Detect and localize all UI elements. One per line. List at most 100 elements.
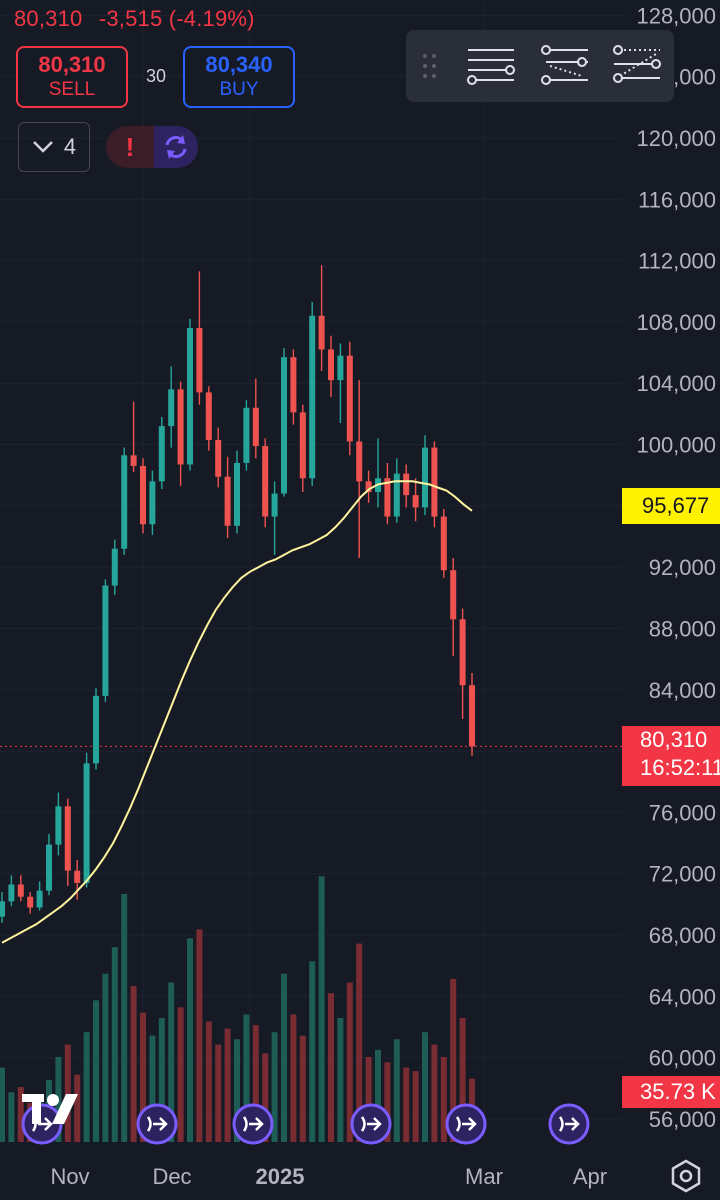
- candle-body: [158, 426, 165, 482]
- drag-handle-icon[interactable]: [420, 52, 440, 80]
- price-tick-label: 112,000: [638, 249, 716, 274]
- candle-body: [0, 901, 5, 917]
- price-tick-label: 128,000: [636, 3, 716, 28]
- drawing-toolbar[interactable]: [406, 30, 674, 102]
- candle-body: [328, 349, 334, 381]
- sell-price: 80,310: [38, 52, 106, 77]
- indicators-toggle-button[interactable]: 4: [18, 122, 90, 172]
- event-marker-glyph: [565, 1117, 580, 1131]
- event-marker-glyph: [462, 1117, 477, 1131]
- candle-body: [252, 407, 259, 447]
- candle-body: [149, 481, 156, 525]
- volume-bar: [356, 943, 363, 1142]
- volume-bar: [431, 1044, 438, 1142]
- candle-body: [224, 476, 231, 526]
- volume-bar: [111, 947, 118, 1142]
- volume-bar: [375, 1049, 381, 1142]
- volume-bar: [459, 1018, 466, 1142]
- bar-countdown: 16:52:11: [640, 755, 720, 780]
- candle-body: [196, 328, 203, 393]
- price-tick-label: 108,000: [636, 310, 716, 335]
- event-marker-icon[interactable]: [445, 1103, 487, 1145]
- price-tick-label: 84,000: [649, 678, 716, 703]
- volume-bar: [224, 1028, 231, 1142]
- candle-body: [459, 619, 466, 686]
- warning-icon[interactable]: !: [125, 131, 135, 162]
- candle-body: [64, 806, 71, 871]
- indicator-count: 4: [63, 134, 77, 159]
- sell-button[interactable]: 80,310 SELL: [16, 46, 128, 108]
- candle-body: [318, 315, 325, 350]
- event-marker-icon[interactable]: [548, 1103, 590, 1145]
- settings-icon[interactable]: [668, 1158, 704, 1194]
- time-tick-label: 2025: [256, 1164, 305, 1189]
- price-tick-label: 120,000: [636, 126, 716, 151]
- volume-bar: [271, 1032, 278, 1142]
- line-tool-icon[interactable]: [538, 42, 592, 90]
- volume-bar: [252, 1025, 259, 1142]
- price-tick-label: 100,000: [636, 433, 716, 458]
- volume-bar: [281, 973, 287, 1142]
- volume-bar: [140, 1012, 146, 1142]
- candle-body: [290, 357, 297, 413]
- candle-body: [299, 412, 306, 479]
- volume-bar: [290, 1014, 297, 1142]
- volume-bar: [74, 1074, 81, 1142]
- candle-body: [281, 357, 287, 494]
- buy-button[interactable]: 80,340 BUY: [183, 46, 295, 108]
- header-change: -3,515: [98, 6, 163, 31]
- candle-body: [422, 447, 428, 508]
- sync-icon[interactable]: [154, 126, 198, 168]
- candle-body: [130, 455, 137, 466]
- candle-body: [140, 465, 146, 525]
- price-tick-label: 68,000: [649, 923, 716, 948]
- volume-bar: [299, 1035, 306, 1142]
- time-axis[interactable]: Nov Dec 2025 Mar Apr: [50, 1164, 607, 1189]
- candle-body: [17, 884, 24, 897]
- volume-bar: [365, 1056, 372, 1142]
- price-tick-label: 72,000: [649, 862, 716, 887]
- event-marker-icon[interactable]: [350, 1103, 392, 1145]
- event-marker-icon[interactable]: [136, 1103, 178, 1145]
- candle-body: [74, 870, 81, 883]
- price-axis[interactable]: 56,00060,00064,00068,00072,00076,00080,0…: [636, 3, 716, 1132]
- volume-bar: [64, 1044, 71, 1142]
- tradingview-logo-icon[interactable]: [20, 1090, 86, 1130]
- price-tick-label: 116,000: [638, 187, 716, 212]
- event-marker-icon[interactable]: [232, 1103, 274, 1145]
- volume-tag: 35.73 K: [622, 1076, 720, 1108]
- buy-price: 80,340: [205, 52, 273, 77]
- event-markers[interactable]: [21, 1103, 590, 1145]
- volume-bar: [158, 1018, 165, 1142]
- line-tool-icon[interactable]: [464, 42, 518, 90]
- candle-body: [8, 884, 15, 902]
- volume-bar: [393, 1039, 400, 1142]
- candle-body: [403, 473, 410, 496]
- price-tick-label: 104,000: [636, 371, 716, 396]
- volume-bar: [422, 1032, 428, 1142]
- volume-bar: [262, 1053, 269, 1142]
- event-marker-glyph: [455, 1116, 461, 1132]
- candle-body: [346, 355, 353, 442]
- volume-bar: [412, 1071, 419, 1142]
- event-marker-glyph: [367, 1117, 382, 1131]
- price-tick-label: 64,000: [649, 984, 716, 1009]
- volume-bar: [83, 1032, 90, 1142]
- volume-bar: [243, 1014, 250, 1142]
- event-marker-glyph: [360, 1116, 366, 1132]
- price-tick-label: 56,000: [649, 1107, 716, 1132]
- candle-body: [111, 548, 118, 586]
- moving-average-line: [1, 480, 473, 944]
- candle-body: [215, 439, 222, 477]
- volume-bar: [17, 1087, 24, 1142]
- candlestick-series: [0, 265, 475, 923]
- time-tick-label: Nov: [50, 1164, 89, 1189]
- candle-body: [243, 407, 250, 463]
- spread-value: 30: [146, 66, 167, 86]
- line-tool-icon[interactable]: [610, 42, 664, 90]
- candle-body: [36, 890, 43, 908]
- status-pill[interactable]: !: [106, 126, 198, 168]
- last-price-tag: 80,310 16:52:11: [622, 726, 720, 786]
- candle-body: [309, 315, 316, 479]
